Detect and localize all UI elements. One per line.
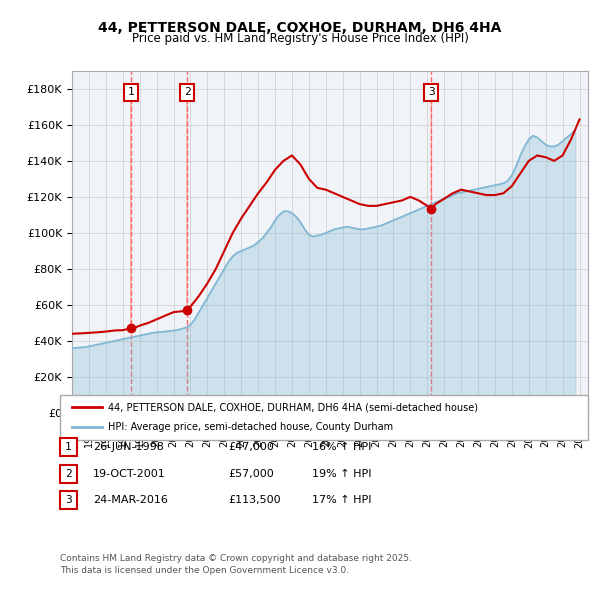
Text: £113,500: £113,500 — [228, 496, 281, 505]
Text: 19% ↑ HPI: 19% ↑ HPI — [312, 469, 371, 478]
Text: £57,000: £57,000 — [228, 469, 274, 478]
Text: Contains HM Land Registry data © Crown copyright and database right 2025.
This d: Contains HM Land Registry data © Crown c… — [60, 554, 412, 575]
Text: 1: 1 — [127, 87, 134, 97]
Text: 2: 2 — [184, 87, 190, 97]
Text: 1: 1 — [65, 442, 72, 452]
Text: 44, PETTERSON DALE, COXHOE, DURHAM, DH6 4HA (semi-detached house): 44, PETTERSON DALE, COXHOE, DURHAM, DH6 … — [108, 402, 478, 412]
Text: HPI: Average price, semi-detached house, County Durham: HPI: Average price, semi-detached house,… — [108, 422, 393, 431]
Text: 26-JUN-1998: 26-JUN-1998 — [93, 442, 164, 452]
Text: 2: 2 — [65, 469, 72, 478]
Text: 16% ↑ HPI: 16% ↑ HPI — [312, 442, 371, 452]
Text: 17% ↑ HPI: 17% ↑ HPI — [312, 496, 371, 505]
Text: 19-OCT-2001: 19-OCT-2001 — [93, 469, 166, 478]
Text: 24-MAR-2016: 24-MAR-2016 — [93, 496, 168, 505]
Text: £47,000: £47,000 — [228, 442, 274, 452]
Text: 3: 3 — [428, 87, 434, 97]
Text: 44, PETTERSON DALE, COXHOE, DURHAM, DH6 4HA: 44, PETTERSON DALE, COXHOE, DURHAM, DH6 … — [98, 21, 502, 35]
Text: 3: 3 — [65, 496, 72, 505]
Text: Price paid vs. HM Land Registry's House Price Index (HPI): Price paid vs. HM Land Registry's House … — [131, 32, 469, 45]
